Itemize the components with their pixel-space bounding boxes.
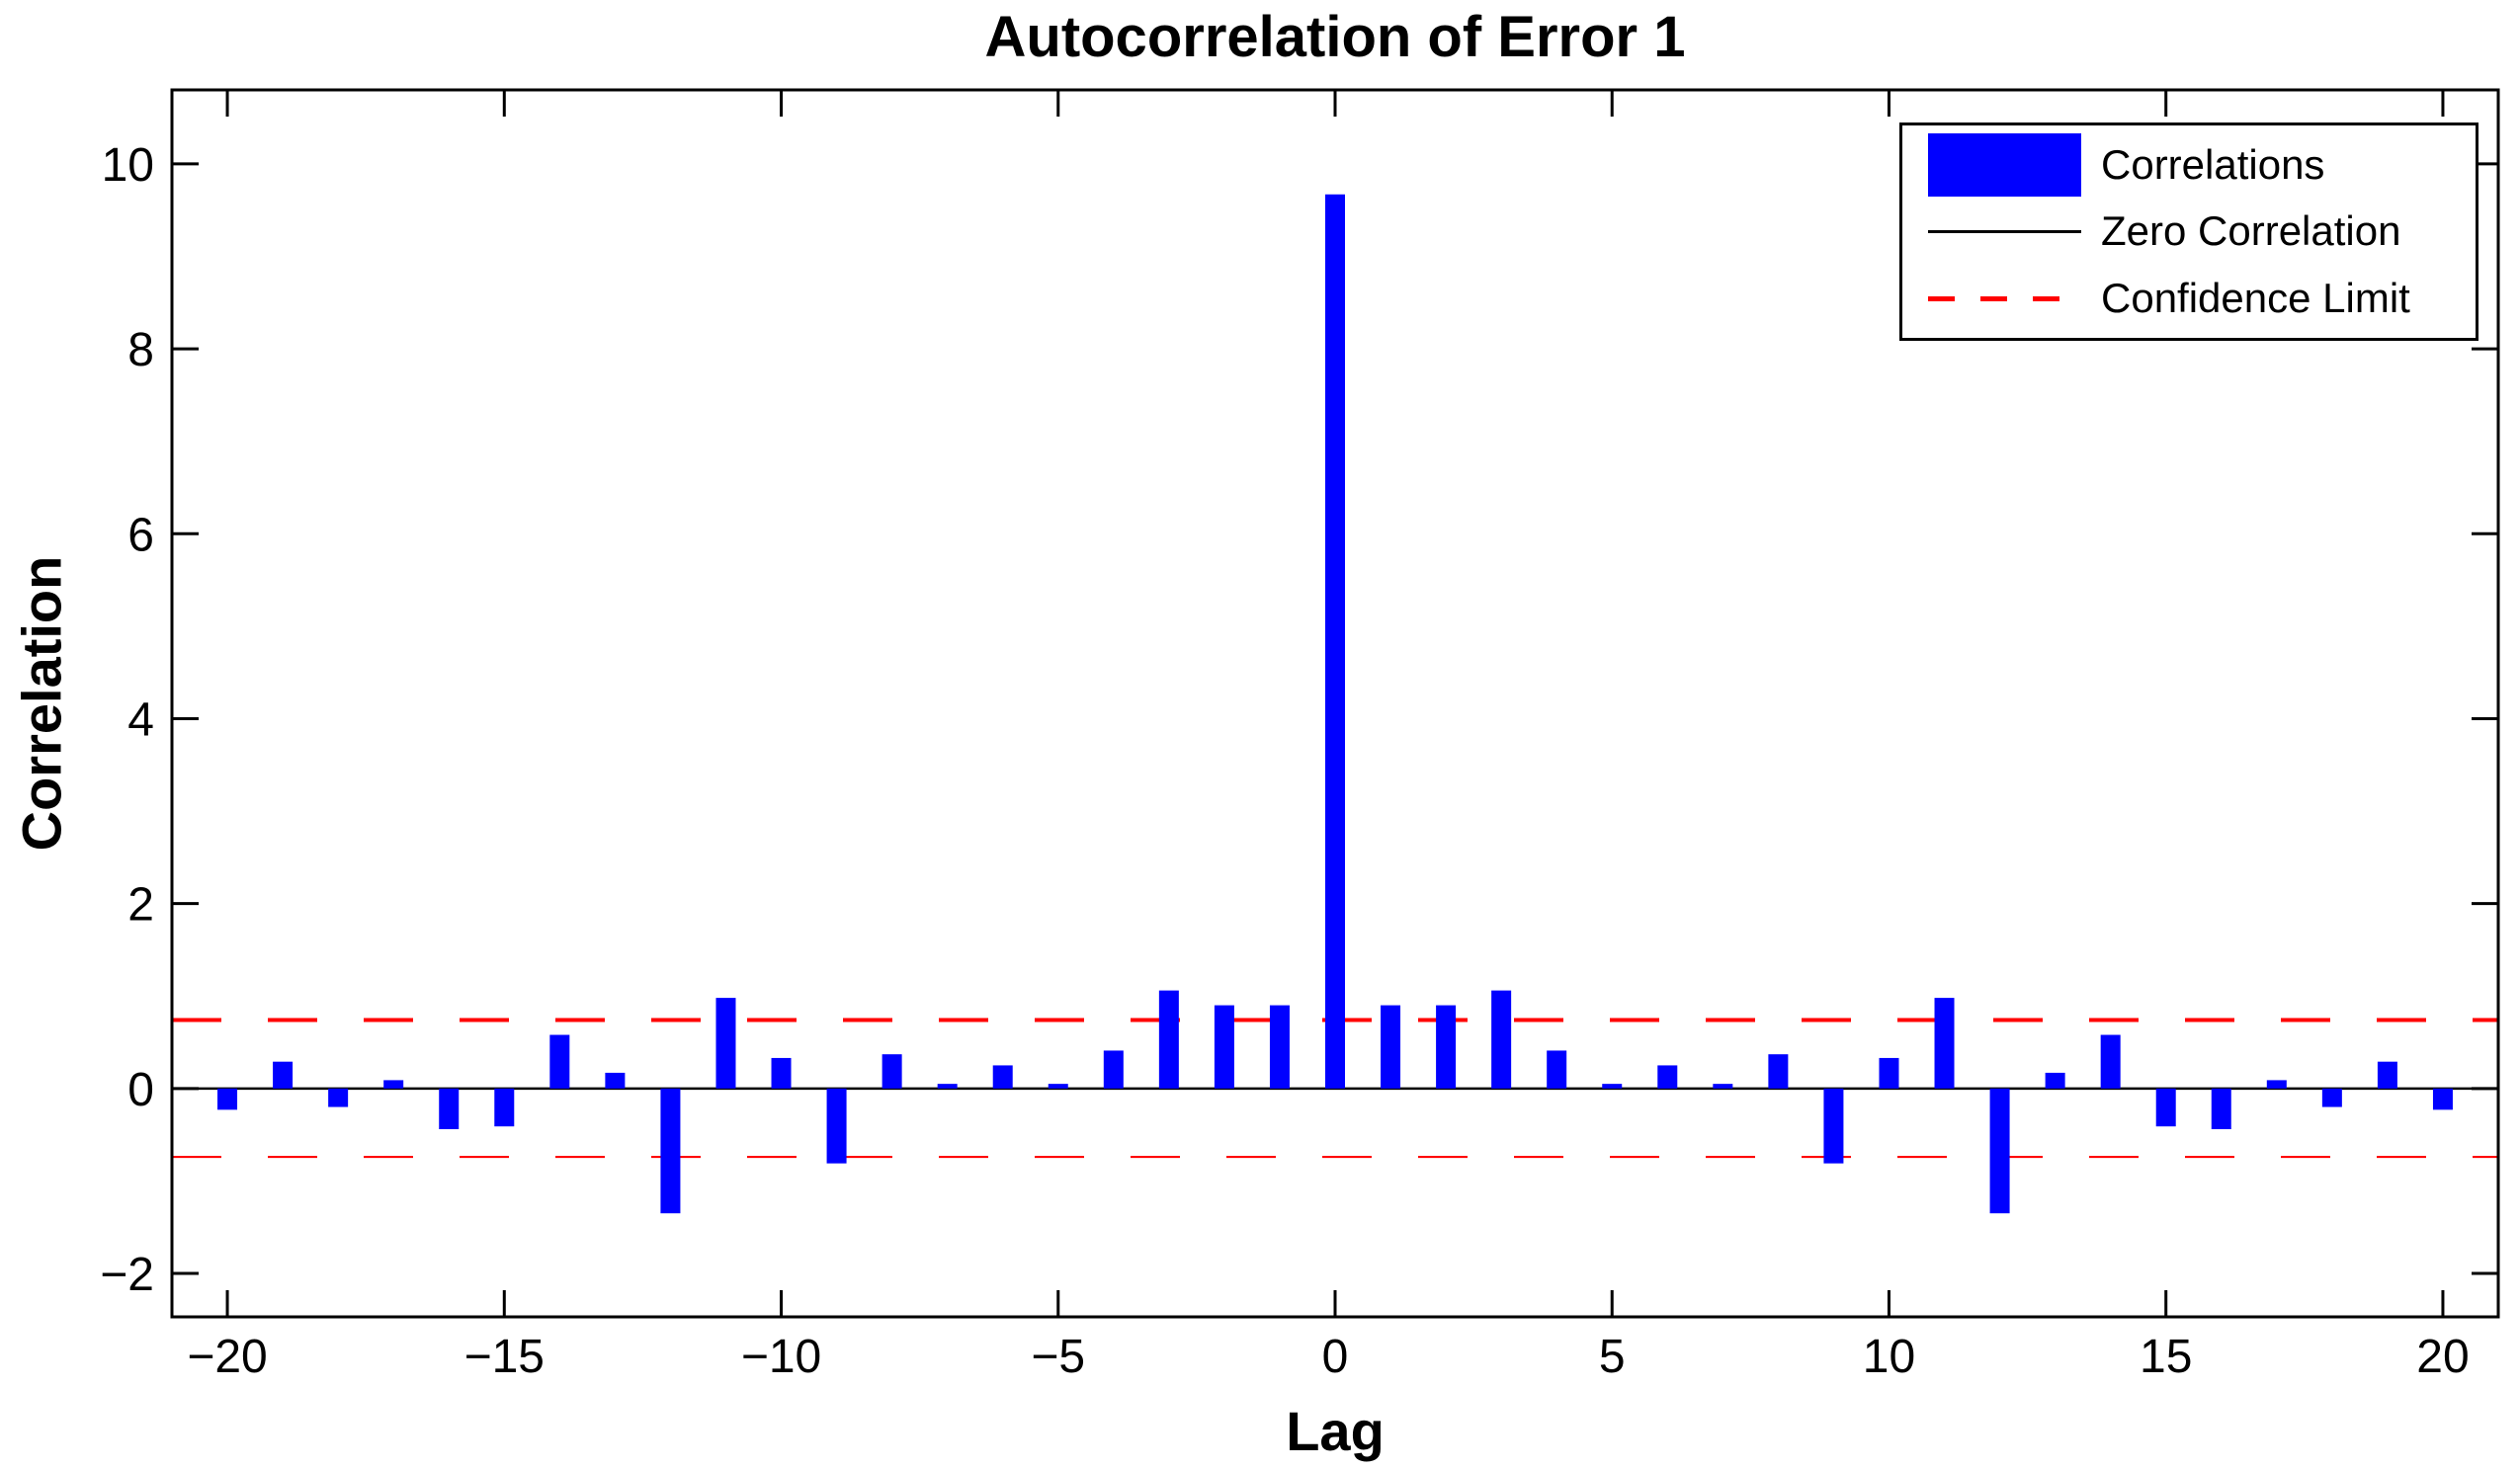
- bar-lag-16: [2211, 1088, 2231, 1130]
- bar-lag--19: [273, 1061, 294, 1089]
- x-tick-label: −5: [1031, 1331, 1085, 1383]
- bar-lag-1: [1381, 1005, 1401, 1089]
- bar-lag-2: [1436, 1005, 1457, 1089]
- x-tick-label: 5: [1599, 1331, 1626, 1383]
- legend: Correlations Zero Correlation Confidence…: [1899, 122, 2478, 341]
- bar-swatch: [1928, 132, 2081, 197]
- bar-lag--1: [1269, 1005, 1290, 1089]
- bar-lag-5: [1602, 1084, 1623, 1089]
- bar-lag--14: [549, 1034, 570, 1089]
- bar-lag-11: [1934, 998, 1955, 1089]
- x-tick-label: 10: [1863, 1331, 1915, 1383]
- dashed-line-swatch-stroke: [1928, 295, 2081, 301]
- line-swatch-stroke: [1928, 229, 2081, 233]
- y-tick-label: 4: [127, 694, 154, 746]
- bar-lag--17: [383, 1080, 404, 1089]
- bar-lag--20: [217, 1088, 238, 1110]
- x-axis-label: Lag: [1286, 1400, 1385, 1462]
- legend-label: Zero Correlation: [2101, 207, 2401, 255]
- line-swatch: [1928, 229, 2081, 233]
- bar-swatch-fill: [1928, 132, 2081, 197]
- bar-lag--8: [882, 1054, 902, 1089]
- legend-label: Confidence Limit: [2101, 275, 2410, 322]
- y-tick-label: 0: [127, 1064, 154, 1116]
- bar-lag--7: [937, 1084, 958, 1089]
- x-tick-label: 0: [1322, 1331, 1349, 1383]
- bar-lag-17: [2266, 1080, 2287, 1089]
- bar-lag-7: [1713, 1084, 1733, 1089]
- bar-lag-4: [1547, 1050, 1567, 1089]
- bar-lag-10: [1879, 1057, 1899, 1089]
- bar-lag-18: [2321, 1088, 2342, 1107]
- x-tick-label: −10: [741, 1331, 821, 1383]
- bar-lag-6: [1657, 1065, 1678, 1089]
- y-tick-label: 8: [127, 324, 154, 376]
- bar-lag--10: [771, 1057, 792, 1089]
- bar-lag-0: [1325, 194, 1345, 1089]
- x-tick-label: 20: [2416, 1331, 2469, 1383]
- bar-lag-3: [1491, 990, 1512, 1089]
- y-tick-label: 2: [127, 879, 154, 932]
- bar-lag--13: [605, 1072, 626, 1089]
- bar-lag--11: [715, 998, 736, 1089]
- bar-lag-19: [2377, 1061, 2397, 1089]
- bar-lag--5: [1048, 1084, 1068, 1089]
- bar-lag--12: [660, 1088, 681, 1214]
- y-tick-label: 10: [102, 139, 154, 192]
- bar-lag-14: [2100, 1034, 2121, 1089]
- bar-lag--6: [992, 1065, 1013, 1089]
- bar-lag--4: [1103, 1050, 1124, 1089]
- bar-lag-9: [1823, 1088, 1844, 1164]
- bar-lag--3: [1158, 990, 1179, 1089]
- chart-title: Autocorrelation of Error 1: [984, 5, 1686, 69]
- legend-item-correlations: Correlations: [1928, 132, 2466, 198]
- bar-lag-8: [1768, 1054, 1789, 1089]
- legend-label: Correlations: [2101, 140, 2325, 188]
- bar-lag--15: [494, 1088, 515, 1127]
- x-tick-label: 15: [2140, 1331, 2192, 1383]
- x-tick-label: −15: [464, 1331, 545, 1383]
- bar-lag-13: [2045, 1072, 2065, 1089]
- bar-lag-20: [2432, 1088, 2453, 1110]
- bar-lag--18: [328, 1088, 349, 1107]
- legend-item-zero-correlation: Zero Correlation: [1928, 199, 2466, 264]
- x-tick-label: −20: [187, 1331, 267, 1383]
- legend-item-confidence-limit: Confidence Limit: [1928, 266, 2466, 331]
- bar-lag--9: [826, 1088, 847, 1164]
- bar-lag-12: [1989, 1088, 2010, 1214]
- bar-lag--16: [439, 1088, 460, 1130]
- bar-lag-15: [2155, 1088, 2176, 1127]
- y-tick-label: −2: [100, 1249, 154, 1301]
- bar-lag--2: [1214, 1005, 1234, 1089]
- y-tick-label: 6: [127, 509, 154, 561]
- dashed-line-swatch: [1928, 295, 2081, 301]
